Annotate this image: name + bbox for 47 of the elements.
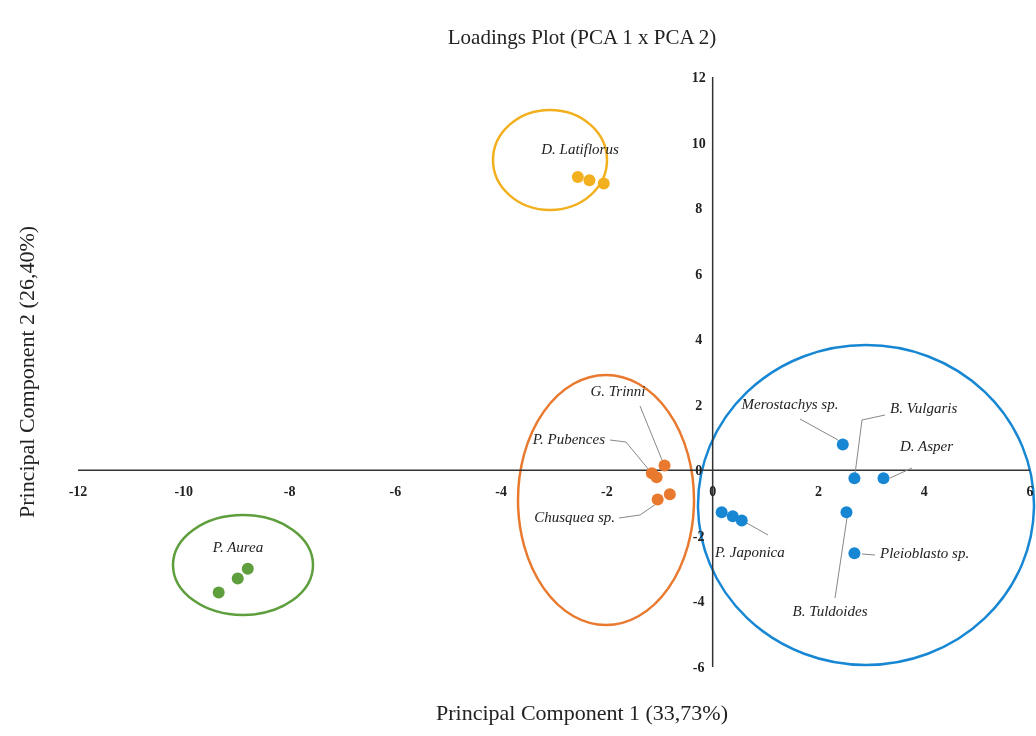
- point: [241, 562, 254, 575]
- x-tick-label: -6: [389, 484, 402, 500]
- y-tick-label: 10: [691, 135, 706, 151]
- point: [212, 586, 225, 599]
- point: [715, 506, 728, 519]
- x-axis-title: Principal Component 1 (33,73%): [435, 700, 729, 725]
- y-tick-label: 8: [695, 201, 703, 217]
- point: [735, 514, 748, 527]
- y-tick-label: -4: [692, 594, 705, 610]
- chart-title: Loadings Plot (PCA 1 x PCA 2): [447, 25, 717, 49]
- y-axis-title: Principal Component 2 (26,40%): [14, 225, 39, 519]
- y-tick-label: 4: [695, 332, 703, 348]
- x-tick-label: 4: [920, 484, 928, 500]
- point: [651, 493, 664, 506]
- point: [231, 572, 244, 585]
- y-tick-label: 2: [695, 397, 703, 413]
- y-tick-label: -6: [692, 660, 705, 675]
- point: [726, 510, 739, 523]
- x-tick-label: 2: [814, 484, 822, 500]
- point: [571, 170, 584, 183]
- series-label: P. Aurea: [211, 539, 264, 555]
- text: P. Pubences: [531, 431, 606, 447]
- x-tick-label: -12: [68, 484, 88, 500]
- x-tick-label: -10: [174, 484, 194, 500]
- y-tick-label: 12: [691, 70, 706, 85]
- point: [840, 506, 853, 519]
- point: [848, 472, 861, 485]
- text: Chusquea sp.: [534, 509, 615, 525]
- point: [597, 177, 610, 190]
- point: [848, 547, 861, 560]
- point: [658, 459, 671, 472]
- point: [836, 438, 849, 451]
- series-label: Pleioblasto sp.: [879, 545, 970, 561]
- point: [877, 472, 890, 485]
- text: G. Trinni: [590, 383, 646, 399]
- y-tick-label: 6: [695, 266, 703, 282]
- point: [650, 471, 663, 484]
- point: [663, 488, 676, 501]
- x-tick-label: -4: [495, 484, 507, 500]
- series-label: P. Japonica: [714, 544, 785, 560]
- text: B. Vulgaris: [890, 400, 958, 416]
- series-label: Merostachys sp.: [740, 396, 839, 412]
- x-tick-label: -2: [601, 484, 613, 500]
- point: [583, 174, 596, 187]
- series-label: D. Asper: [899, 438, 954, 454]
- x-tick-label: -8: [283, 484, 296, 500]
- text: B. Tuldoides: [792, 603, 868, 619]
